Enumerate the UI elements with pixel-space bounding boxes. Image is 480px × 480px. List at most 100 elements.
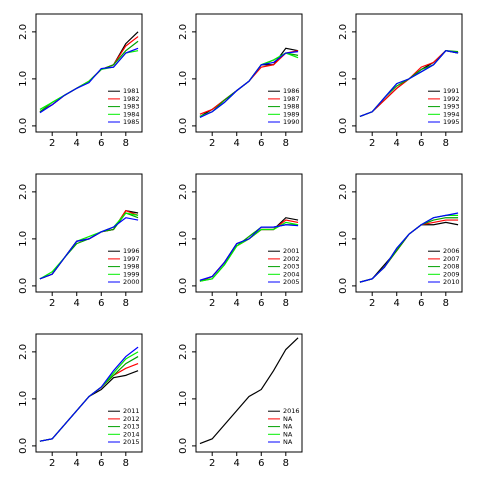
legend-label: 2012 — [123, 415, 140, 423]
y-tick-label: 2.0 — [18, 184, 29, 200]
legend-label: 1984 — [123, 110, 140, 118]
y-tick-label: 2.0 — [178, 344, 189, 360]
legend-label: 2009 — [443, 270, 460, 278]
series-line — [359, 50, 459, 118]
legend-label: 2013 — [123, 423, 140, 431]
legend-label: 2011 — [123, 407, 140, 415]
legend-label: 2016 — [283, 407, 300, 415]
y-tick-label: 1.0 — [178, 391, 189, 407]
series-line — [39, 212, 139, 280]
legend-label: 1997 — [123, 255, 140, 263]
plot-frame — [195, 333, 303, 453]
x-tick-label: 2 — [209, 138, 215, 149]
series-line — [199, 51, 299, 118]
x-tick-label: 4 — [74, 458, 80, 469]
x-tick-label: 6 — [98, 138, 104, 149]
x-tick-label: 6 — [418, 138, 424, 149]
plot-frame — [195, 173, 303, 293]
plot-frame — [35, 173, 143, 293]
series-line — [199, 224, 299, 281]
y-tick-label: 2.0 — [338, 24, 349, 40]
x-tick-label: 8 — [123, 138, 129, 149]
legend-label: 1982 — [123, 95, 140, 103]
x-tick-label: 8 — [443, 138, 449, 149]
legend-label: 2010 — [443, 278, 460, 286]
y-tick-label: 1.0 — [338, 71, 349, 87]
plot-frame — [35, 13, 143, 133]
y-tick-label: 1.0 — [178, 71, 189, 87]
x-tick-label: 4 — [394, 138, 400, 149]
x-tick-label: 6 — [98, 458, 104, 469]
legend-label: 2002 — [283, 255, 300, 263]
series-line — [39, 47, 139, 114]
x-tick-label: 6 — [258, 298, 264, 309]
legend-label: 1999 — [123, 270, 140, 278]
legend-label: 1988 — [283, 103, 300, 111]
x-tick-label: 2 — [369, 298, 375, 309]
legend-label: 2000 — [123, 278, 140, 286]
legend-label: 1992 — [443, 95, 460, 103]
x-tick-label: 2 — [49, 298, 55, 309]
legend-label: 2014 — [123, 430, 140, 438]
y-tick-label: 2.0 — [178, 184, 189, 200]
series-line — [39, 217, 139, 280]
x-tick-label: 2 — [49, 138, 55, 149]
legend-label: 1985 — [123, 118, 140, 126]
x-tick-label: 8 — [283, 298, 289, 309]
plot-frame — [35, 333, 143, 453]
legend-label: 1989 — [283, 110, 300, 118]
y-tick-label: 0.0 — [178, 278, 189, 294]
legend-label: 2006 — [443, 247, 460, 255]
legend-label: 1996 — [123, 247, 140, 255]
legend-label: 1995 — [443, 118, 460, 126]
y-tick-label: 2.0 — [18, 24, 29, 40]
y-tick-label: 0.0 — [18, 118, 29, 134]
y-tick-label: 0.0 — [18, 278, 29, 294]
x-tick-label: 4 — [234, 298, 240, 309]
x-tick-label: 2 — [369, 138, 375, 149]
legend-label: NA — [283, 438, 293, 446]
legend-label: 2008 — [443, 263, 460, 271]
legend-label: 1991 — [443, 87, 460, 95]
legend-label: 1981 — [123, 87, 140, 95]
series-line — [359, 212, 459, 283]
x-tick-label: 6 — [418, 298, 424, 309]
x-tick-label: 8 — [443, 298, 449, 309]
plot-frame — [355, 173, 463, 293]
x-tick-label: 2 — [49, 458, 55, 469]
x-tick-label: 4 — [74, 298, 80, 309]
x-tick-label: 2 — [209, 298, 215, 309]
y-tick-label: 1.0 — [338, 231, 349, 247]
x-tick-label: 4 — [74, 138, 80, 149]
x-tick-label: 6 — [258, 138, 264, 149]
x-tick-label: 4 — [394, 298, 400, 309]
x-tick-label: 8 — [123, 458, 129, 469]
x-tick-label: 2 — [209, 458, 215, 469]
series-line — [39, 346, 139, 442]
legend-label: NA — [283, 415, 293, 423]
legend-label: 1986 — [283, 87, 300, 95]
plot-frame — [195, 13, 303, 133]
legend-label: 2003 — [283, 263, 300, 271]
legend-label: 2005 — [283, 278, 300, 286]
y-tick-label: 2.0 — [18, 344, 29, 360]
y-tick-label: 1.0 — [18, 71, 29, 87]
series-line — [199, 337, 299, 445]
legend-label: 2015 — [123, 438, 140, 446]
legend-label: 1987 — [283, 95, 300, 103]
y-tick-label: 0.0 — [178, 438, 189, 454]
x-tick-label: 4 — [234, 138, 240, 149]
x-tick-label: 4 — [234, 458, 240, 469]
y-tick-label: 0.0 — [338, 278, 349, 294]
legend-label: 1983 — [123, 103, 140, 111]
legend-label: 1998 — [123, 263, 140, 271]
legend-label: 1994 — [443, 110, 460, 118]
legend-label: NA — [283, 430, 293, 438]
